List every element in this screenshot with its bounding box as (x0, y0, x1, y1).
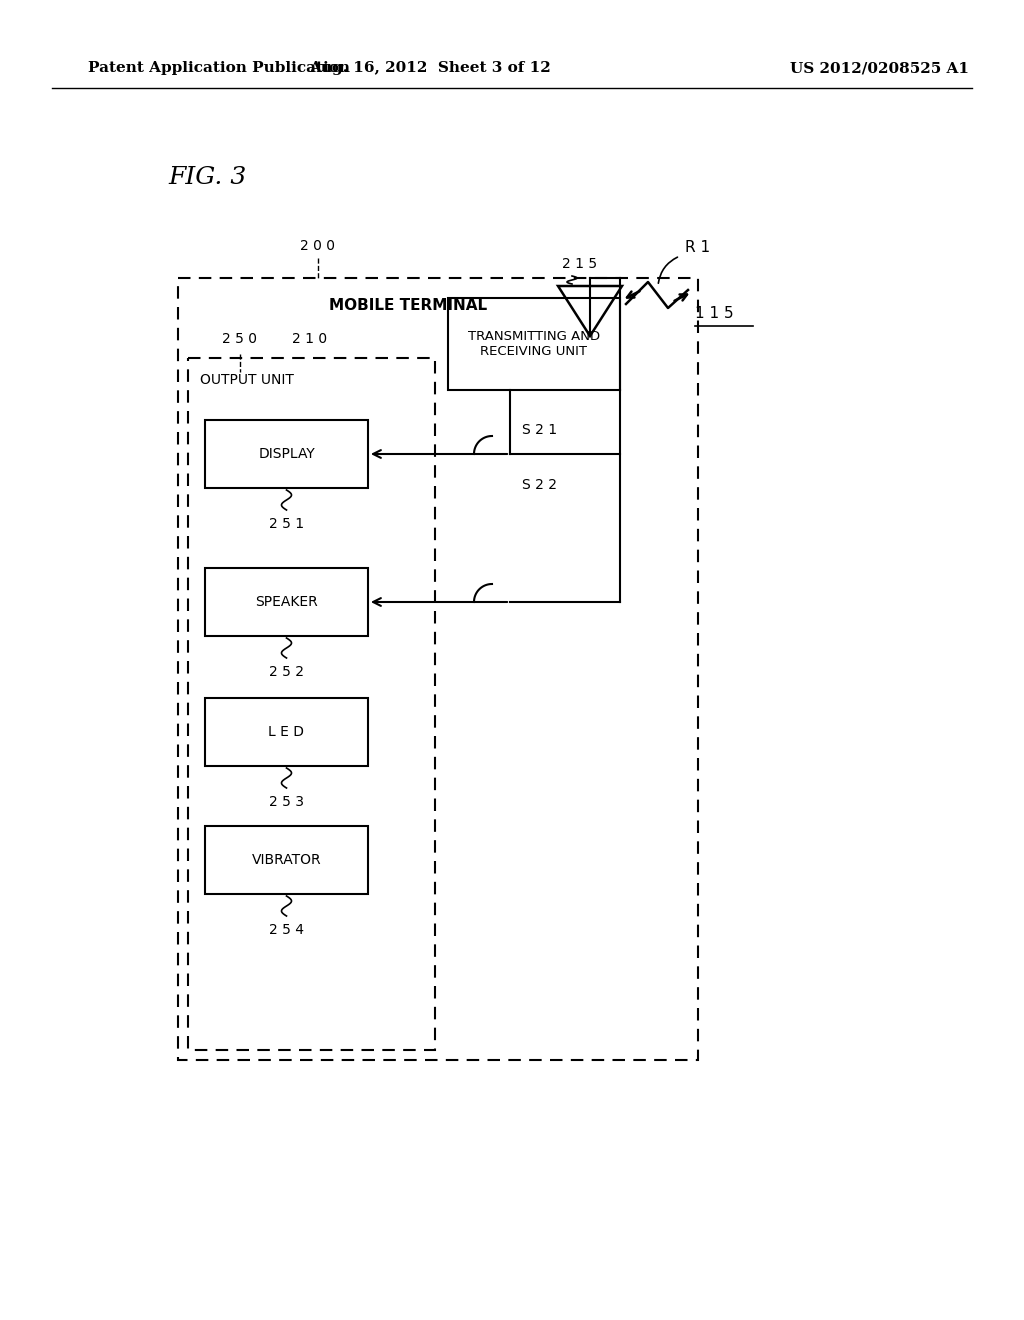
Bar (449, 298, 620, 389)
Text: S 2 2: S 2 2 (522, 478, 557, 492)
Text: S 2 1: S 2 1 (522, 422, 557, 437)
Text: 2 5 1: 2 5 1 (269, 517, 304, 531)
Text: TRANSMITTING AND
RECEIVING UNIT: TRANSMITTING AND RECEIVING UNIT (468, 330, 600, 358)
Text: 2 1 0: 2 1 0 (293, 333, 328, 346)
Text: SPEAKER: SPEAKER (255, 595, 317, 609)
Text: FIG. 3: FIG. 3 (168, 166, 246, 190)
Bar (188, 358, 435, 1049)
Text: OUTPUT UNIT: OUTPUT UNIT (200, 374, 294, 387)
Text: 2 1 5: 2 1 5 (562, 257, 598, 271)
Text: 2 5 4: 2 5 4 (269, 923, 304, 937)
Bar (205, 568, 368, 636)
Text: Patent Application Publication: Patent Application Publication (88, 61, 350, 75)
Bar (178, 279, 698, 1060)
Text: MOBILE TERMINAL: MOBILE TERMINAL (329, 298, 487, 314)
Text: VIBRATOR: VIBRATOR (252, 853, 322, 867)
Text: 1 1 5: 1 1 5 (695, 306, 733, 322)
Text: US 2012/0208525 A1: US 2012/0208525 A1 (791, 61, 970, 75)
Text: DISPLAY: DISPLAY (258, 447, 314, 461)
Text: 2 5 2: 2 5 2 (269, 665, 304, 678)
Text: 2 0 0: 2 0 0 (300, 239, 336, 253)
Text: 2 5 0: 2 5 0 (222, 333, 257, 346)
Text: L E D: L E D (268, 725, 304, 739)
Text: R 1: R 1 (685, 240, 710, 256)
Bar (205, 698, 368, 766)
Text: 2 5 3: 2 5 3 (269, 795, 304, 809)
Text: Aug. 16, 2012  Sheet 3 of 12: Aug. 16, 2012 Sheet 3 of 12 (309, 61, 551, 75)
Bar (205, 420, 368, 488)
Bar (205, 826, 368, 894)
